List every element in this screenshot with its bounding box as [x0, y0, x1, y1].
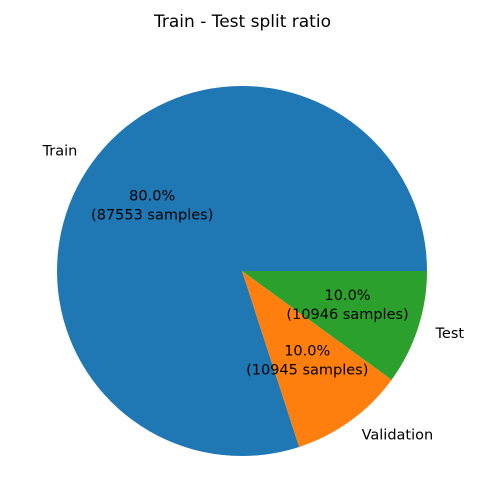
slice-label-test: Test	[435, 326, 465, 342]
pie-slice-validation	[242, 271, 392, 447]
slice-percent-train: 80.0%	[129, 188, 175, 204]
pie-slice-test	[242, 271, 427, 380]
slice-label-train: Train	[42, 143, 78, 159]
slice-percent-validation: 10.0%	[284, 343, 330, 359]
slice-samples-train: (87553 samples)	[91, 207, 213, 223]
pie-slice-train	[56, 85, 427, 456]
slice-samples-test: (10946 samples)	[286, 307, 408, 323]
slice-samples-validation: (10945 samples)	[246, 362, 368, 378]
slice-label-validation: Validation	[362, 428, 434, 444]
chart-title: Train - Test split ratio	[154, 12, 331, 32]
slice-percent-test: 10.0%	[325, 288, 371, 304]
